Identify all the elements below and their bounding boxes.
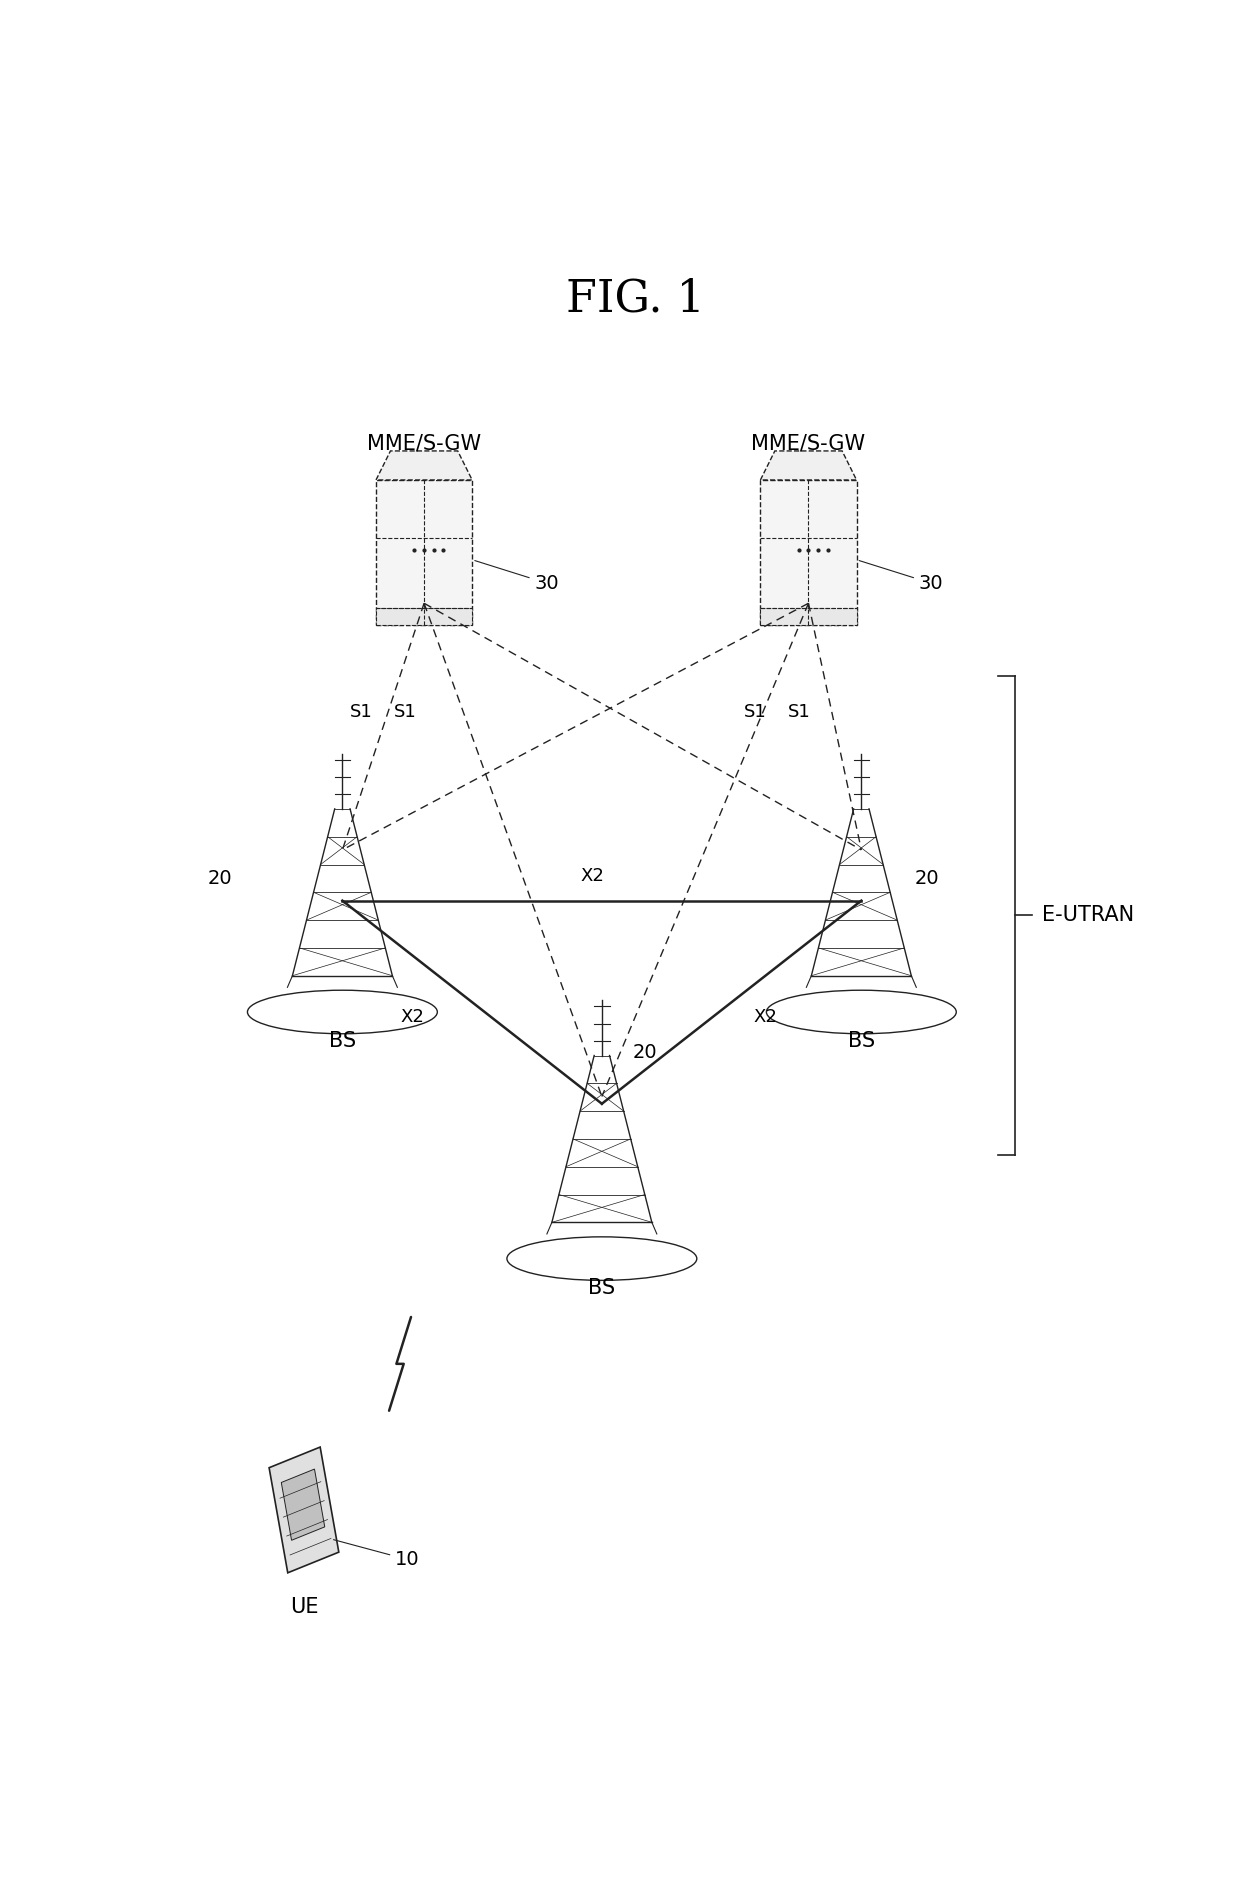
Text: FIG. 1: FIG. 1: [567, 277, 704, 320]
Text: BS: BS: [848, 1031, 875, 1051]
FancyBboxPatch shape: [376, 609, 472, 625]
Text: 20: 20: [914, 869, 939, 889]
Polygon shape: [760, 450, 857, 480]
Text: UE: UE: [290, 1598, 319, 1616]
Text: S1: S1: [744, 703, 768, 722]
Text: MME/S-GW: MME/S-GW: [751, 433, 866, 454]
Text: 20: 20: [632, 1044, 657, 1063]
Text: E-UTRAN: E-UTRAN: [1042, 904, 1135, 925]
Text: 10: 10: [334, 1539, 420, 1569]
FancyBboxPatch shape: [760, 480, 857, 625]
Text: 30: 30: [475, 561, 559, 593]
Polygon shape: [281, 1470, 325, 1541]
Polygon shape: [376, 450, 472, 480]
FancyBboxPatch shape: [760, 609, 857, 625]
Text: BS: BS: [588, 1277, 615, 1298]
Text: MME/S-GW: MME/S-GW: [367, 433, 481, 454]
FancyBboxPatch shape: [376, 480, 472, 625]
Polygon shape: [269, 1447, 339, 1573]
Text: X2: X2: [753, 1008, 777, 1025]
Text: 20: 20: [207, 869, 232, 889]
Text: X2: X2: [580, 867, 604, 885]
Text: S1: S1: [393, 703, 417, 722]
Text: 30: 30: [859, 561, 944, 593]
Text: X2: X2: [401, 1008, 424, 1025]
Text: BS: BS: [329, 1031, 356, 1051]
Text: S1: S1: [350, 703, 373, 722]
Text: S1: S1: [787, 703, 810, 722]
